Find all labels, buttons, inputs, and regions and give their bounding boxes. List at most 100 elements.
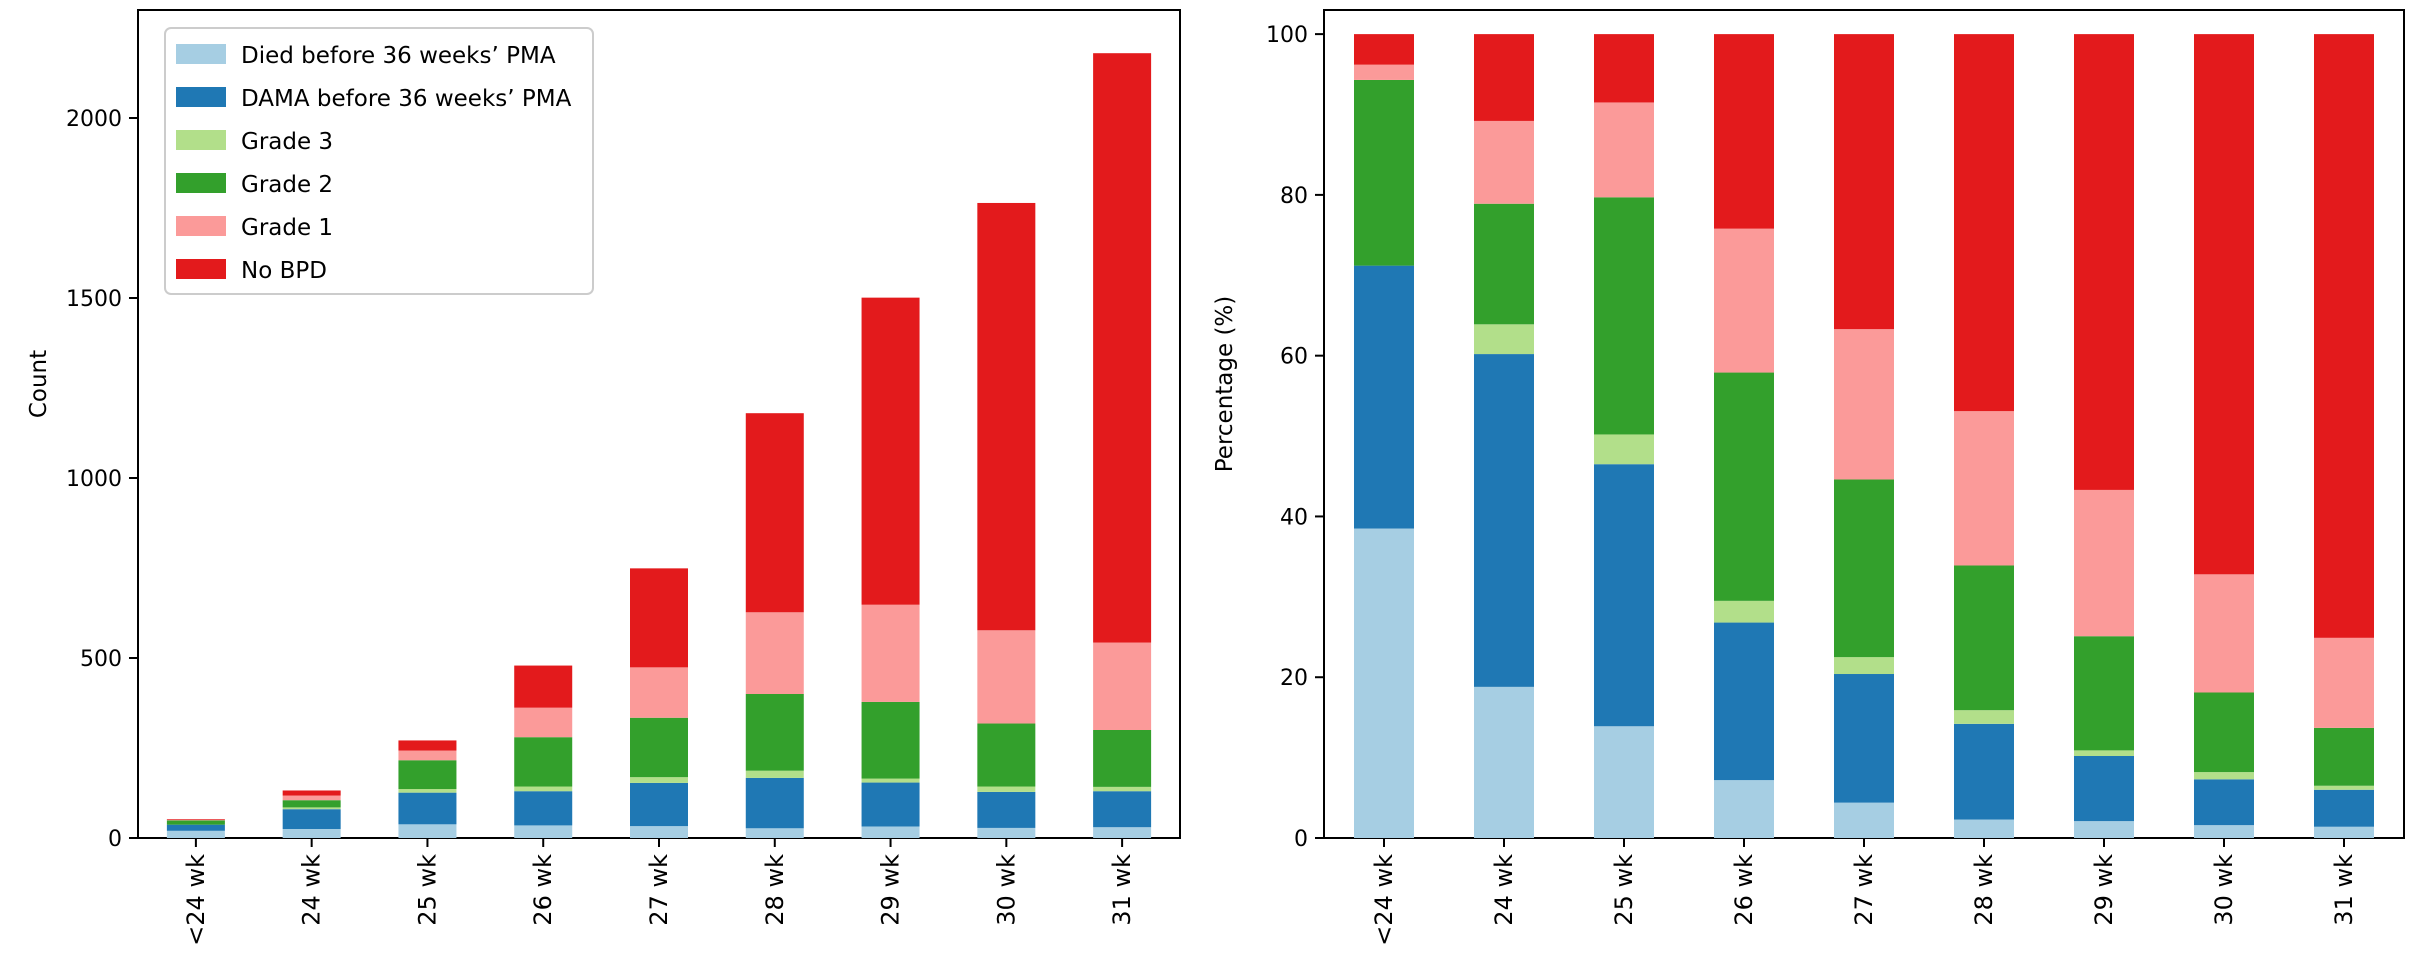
- x-tick-label: 31 wk: [1108, 854, 1136, 926]
- bar-no-bpd-27-wk: [1834, 34, 1894, 330]
- bar-grade-3-25-wk: [1594, 434, 1654, 465]
- legend-label-no-bpd: No BPD: [241, 258, 327, 284]
- bar-died-before-36-weeks-pma-27-wk: [630, 826, 688, 838]
- legend-frame: [164, 27, 594, 295]
- x-tick-label: 29 wk: [877, 854, 905, 926]
- bar-grade-2-26-wk: [1714, 372, 1774, 601]
- bar-grade-1-24-wk: [282, 795, 341, 801]
- bar-grade-1-31-wk: [1093, 642, 1152, 730]
- bar-died-before-36-weeks-pma-30-wk: [977, 827, 1036, 838]
- y-axis-label: Percentage (%): [1212, 296, 1238, 473]
- bar-died-before-36-weeks-pma-31-wk: [1093, 827, 1152, 838]
- count-chart-panel: 0 500 1000 1500 2000 <24 wk 24 wk 25 wk 26 wk 27 …: [26, 9, 1181, 946]
- bar-grade-2-24-wk: [1354, 79, 1414, 266]
- bar-dama-before-36-weeks-pma-27-wk: [1834, 674, 1894, 803]
- bar-died-before-36-weeks-pma-28-wk: [1954, 819, 2014, 838]
- bar-no-bpd-24-wk: [282, 790, 341, 796]
- x-tick-label: <24 wk: [1370, 854, 1398, 946]
- legend-swatch-grade-1: [176, 216, 226, 236]
- bar-grade-2-31-wk: [1093, 730, 1152, 787]
- bar-grade-1-25-wk: [1594, 102, 1654, 198]
- x-tick-label: 27 wk: [1850, 854, 1878, 926]
- bar-grade-2-24-wk: [166, 820, 225, 825]
- bar-grade-3-27-wk: [630, 777, 688, 783]
- bar-no-bpd-25-wk: [398, 740, 457, 751]
- legend-swatch-dama-before-36-weeks-pma: [176, 87, 226, 107]
- bar-grade-1-27-wk: [1834, 329, 1894, 480]
- bar-dama-before-36-weeks-pma-24-wk: [282, 809, 341, 829]
- bar-grade-2-25-wk: [398, 760, 457, 790]
- legend-label-grade-2: Grade 2: [241, 172, 333, 198]
- bar-dama-before-36-weeks-pma-31-wk: [2314, 789, 2374, 827]
- bar-died-before-36-weeks-pma-29-wk: [861, 826, 920, 838]
- bar-grade-3-26-wk: [514, 786, 573, 792]
- x-tick-label: 28 wk: [761, 854, 789, 926]
- bar-died-before-36-weeks-pma-25-wk: [398, 824, 457, 838]
- bar-grade-3-28-wk: [1954, 710, 2014, 724]
- y-tick-label: 80: [1280, 184, 1308, 209]
- legend-label-dama-before-36-weeks-pma: DAMA before 36 weeks’ PMA: [241, 86, 572, 112]
- legend-swatch-no-bpd: [176, 259, 226, 279]
- bar-grade-2-26-wk: [514, 737, 573, 787]
- y-tick-label: 1000: [66, 467, 122, 492]
- y-tick-label: 20: [1280, 666, 1308, 691]
- y-tick-label: 60: [1280, 345, 1308, 370]
- bar-dama-before-36-weeks-pma-24-wk: [166, 824, 225, 831]
- bar-no-bpd-26-wk: [514, 665, 573, 708]
- bar-no-bpd-24-wk: [1474, 34, 1534, 121]
- bar-grade-3-28-wk: [745, 770, 804, 778]
- bar-died-before-36-weeks-pma-30-wk: [2194, 825, 2254, 838]
- bar-no-bpd-24-wk: [166, 819, 225, 820]
- bar-grade-1-25-wk: [398, 750, 457, 761]
- bar-grade-3-24-wk: [282, 807, 341, 810]
- y-axis-label: Count: [26, 350, 52, 418]
- bar-grade-1-31-wk: [2314, 637, 2374, 728]
- bar-grade-2-25-wk: [1594, 197, 1654, 435]
- bar-grade-1-30-wk: [2194, 574, 2254, 693]
- x-tick-label: 30 wk: [2210, 854, 2238, 926]
- bar-grade-1-26-wk: [1714, 228, 1774, 373]
- bar-died-before-36-weeks-pma-26-wk: [514, 825, 573, 838]
- bar-died-before-36-weeks-pma-24-wk: [1474, 686, 1534, 838]
- bar-died-before-36-weeks-pma-28-wk: [745, 828, 804, 838]
- bar-grade-2-29-wk: [861, 701, 920, 779]
- y-tick-label: 0: [108, 827, 122, 852]
- legend-swatch-died-before-36-weeks-pma: [176, 44, 226, 64]
- legend-label-died-before-36-weeks-pma: Died before 36 weeks’ PMA: [241, 43, 556, 69]
- bar-grade-3-24-wk: [1474, 324, 1534, 355]
- bar-grade-1-26-wk: [514, 707, 573, 738]
- bar-grade-1-27-wk: [630, 667, 688, 718]
- bar-dama-before-36-weeks-pma-30-wk: [2194, 779, 2254, 826]
- bar-dama-before-36-weeks-pma-30-wk: [977, 791, 1036, 828]
- bar-no-bpd-31-wk: [2314, 34, 2374, 638]
- bar-died-before-36-weeks-pma-31-wk: [2314, 826, 2374, 838]
- bar-died-before-36-weeks-pma-26-wk: [1714, 780, 1774, 838]
- legend-swatch-grade-3: [176, 130, 226, 150]
- x-tick-label: 26 wk: [1730, 854, 1758, 926]
- bar-dama-before-36-weeks-pma-28-wk: [1954, 723, 2014, 820]
- y-tick-label: 40: [1280, 505, 1308, 530]
- bar-no-bpd-29-wk: [861, 297, 920, 605]
- bar-dama-before-36-weeks-pma-26-wk: [514, 791, 573, 826]
- bar-grade-3-25-wk: [398, 789, 457, 793]
- bar-grade-2-29-wk: [2074, 636, 2134, 751]
- bar-no-bpd-26-wk: [1714, 34, 1774, 229]
- bar-died-before-36-weeks-pma-24-wk: [166, 830, 225, 838]
- bar-grade-3-30-wk: [977, 786, 1036, 792]
- bar-grade-3-27-wk: [1834, 657, 1894, 675]
- x-tick-label: 27 wk: [645, 854, 673, 926]
- x-tick-label: 28 wk: [1970, 854, 1998, 926]
- x-tick-label: 24 wk: [298, 854, 326, 926]
- y-tick-label: 2000: [66, 107, 122, 132]
- bar-died-before-36-weeks-pma-27-wk: [1834, 802, 1894, 838]
- bar-dama-before-36-weeks-pma-27-wk: [630, 782, 688, 827]
- bar-no-bpd-30-wk: [2194, 34, 2254, 575]
- x-tick-label: 25 wk: [1610, 854, 1638, 926]
- bar-grade-1-24-wk: [1354, 64, 1414, 80]
- legend-swatch-grade-2: [176, 173, 226, 193]
- bar-grade-1-28-wk: [1954, 411, 2014, 566]
- bar-grade-3-30-wk: [2194, 772, 2254, 780]
- bar-no-bpd-28-wk: [745, 413, 804, 613]
- bar-dama-before-36-weeks-pma-26-wk: [1714, 622, 1774, 781]
